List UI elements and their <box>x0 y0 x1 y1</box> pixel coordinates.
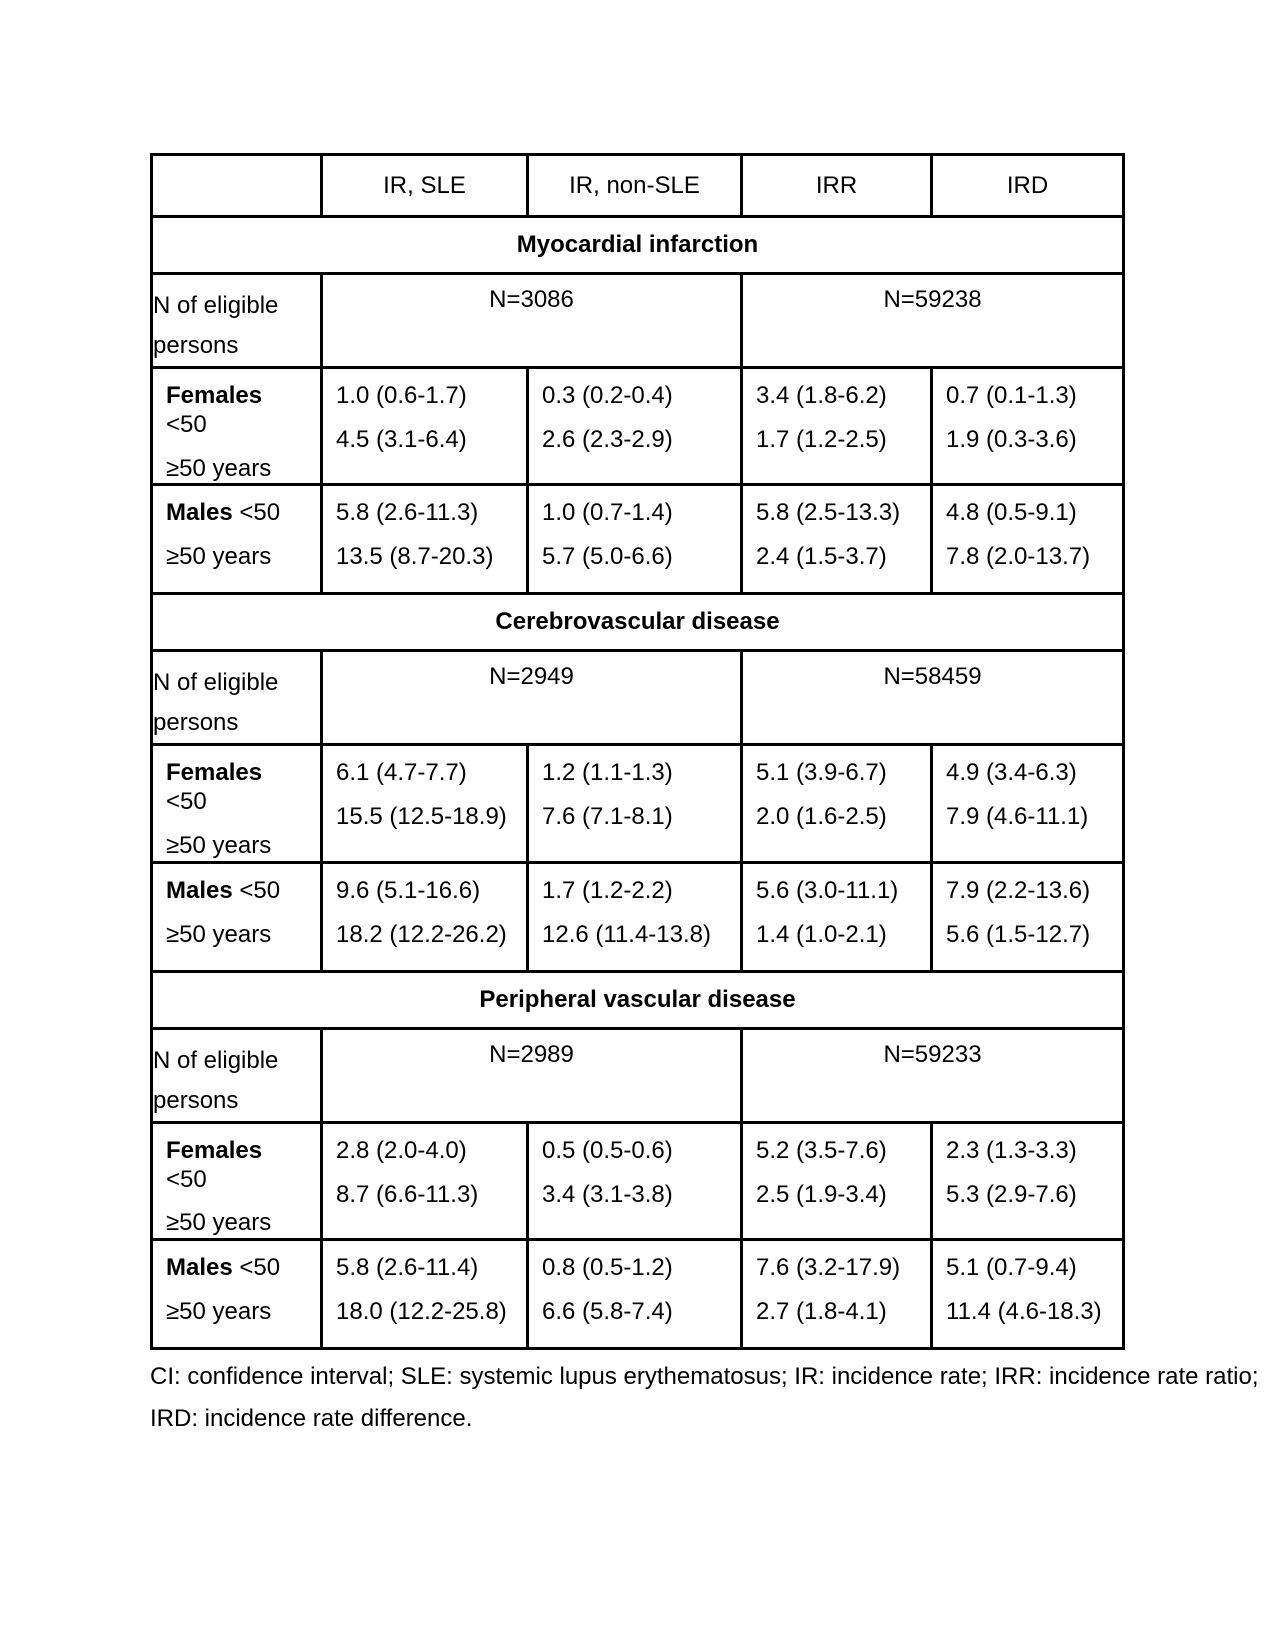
n-sle-cell: N=2949 <box>320 649 743 747</box>
row-label-age: <50 <box>239 499 281 527</box>
value-cell: 7.9 (2.2-13.6) 5.6 (1.5-12.7) <box>930 860 1125 973</box>
n-comparator-cell: N=59233 <box>740 1026 1125 1124</box>
value-cell: 2.8 (2.0-4.0) 8.7 (6.6-11.3) <box>320 1120 529 1242</box>
n-eligible-label: N of eligible persons <box>150 1026 323 1124</box>
row-label-sex: Females <box>166 759 263 787</box>
n-eligible-label: N of eligible persons <box>150 649 323 747</box>
col-header-empty <box>150 153 323 218</box>
data-row-cvd-females: Females <50 ≥50 years 6.1 (4.7-7.7) 15.5 … <box>150 743 1125 864</box>
row-label: Females <50 ≥50 years <box>150 365 323 487</box>
section-title: Peripheral vascular disease <box>150 969 1125 1030</box>
row-label-sex: Males <box>166 1254 233 1282</box>
value-cell: 5.8 (2.6-11.3) 13.5 (8.7-20.3) <box>320 483 529 596</box>
value-cell: 5.8 (2.6-11.4) 18.0 (12.2-25.8) <box>320 1238 529 1351</box>
value-cell: 4.8 (0.5-9.1) 7.8 (2.0-13.7) <box>930 483 1125 596</box>
section-title-row-myocardial-infarction: Myocardial infarction <box>150 215 1125 275</box>
row-label-sex: Females <box>166 1136 263 1164</box>
row-label-sex: Males <box>166 499 233 527</box>
row-label-age: <50 <box>239 1254 281 1282</box>
row-label: Males <50 ≥50 years <box>150 1238 323 1351</box>
value-cell: 5.1 (3.9-6.7) 2.0 (1.6-2.5) <box>740 743 933 864</box>
value-cell: 5.8 (2.5-13.3) 2.4 (1.5-3.7) <box>740 483 933 596</box>
n-eligible-row-mi: N of eligible persons N=3086 N=59238 <box>150 272 1125 369</box>
value-cell: 4.9 (3.4-6.3) 7.9 (4.6-11.1) <box>930 743 1125 864</box>
value-cell: 7.6 (3.2-17.9) 2.7 (1.8-4.1) <box>740 1238 933 1351</box>
col-header-ir-sle: IR, SLE <box>320 153 529 218</box>
col-header-irr: IRR <box>740 153 933 218</box>
value-cell: 2.3 (1.3-3.3) 5.3 (2.9-7.6) <box>930 1120 1125 1242</box>
col-header-ird: IRD <box>930 153 1125 218</box>
row-label-age: <50 <box>166 788 207 816</box>
row-label: Males <50 ≥50 years <box>150 860 323 973</box>
section-title: Myocardial infarction <box>150 215 1125 275</box>
section-title-row-peripheral-vascular-disease: Peripheral vascular disease <box>150 969 1125 1030</box>
row-label-age2: ≥50 years <box>166 1297 272 1325</box>
n-sle-cell: N=3086 <box>320 272 743 369</box>
n-sle-cell: N=2989 <box>320 1026 743 1124</box>
footnote-line-1: CI: confidence interval; SLE: systemic l… <box>150 1363 1259 1390</box>
value-cell: 0.7 (0.1-1.3) 1.9 (0.3-3.6) <box>930 365 1125 487</box>
row-label-age2: ≥50 years <box>166 831 272 859</box>
value-cell: 1.2 (1.1-1.3) 7.6 (7.1-8.1) <box>526 743 743 864</box>
value-cell: 5.6 (3.0-11.1) 1.4 (1.0-2.1) <box>740 860 933 973</box>
row-label: Females <50 ≥50 years <box>150 743 323 864</box>
n-eligible-row-pvd: N of eligible persons N=2989 N=59233 <box>150 1026 1125 1124</box>
n-eligible-row-cvd: N of eligible persons N=2949 N=58459 <box>150 649 1125 747</box>
value-cell: 1.0 (0.6-1.7) 4.5 (3.1-6.4) <box>320 365 529 487</box>
value-cell: 0.3 (0.2-0.4) 2.6 (2.3-2.9) <box>526 365 743 487</box>
n-comparator-cell: N=58459 <box>740 649 1125 747</box>
value-cell: 0.5 (0.5-0.6) 3.4 (3.1-3.8) <box>526 1120 743 1242</box>
table-footnote: CI: confidence interval; SLE: systemic l… <box>150 1356 1259 1440</box>
row-label-age: <50 <box>166 410 207 438</box>
column-header-row: IR, SLE IR, non-SLE IRR IRD <box>150 153 1125 218</box>
row-label-age: <50 <box>239 876 281 904</box>
value-cell: 6.1 (4.7-7.7) 15.5 (12.5-18.9) <box>320 743 529 864</box>
value-cell: 3.4 (1.8-6.2) 1.7 (1.2-2.5) <box>740 365 933 487</box>
col-header-ir-non-sle: IR, non-SLE <box>526 153 743 218</box>
footnote-line-2: IRD: incidence rate difference. <box>150 1405 473 1432</box>
data-row-pvd-males: Males <50 ≥50 years 5.8 (2.6-11.4) 18.0 (… <box>150 1238 1125 1351</box>
row-label-sex: Males <box>166 876 233 904</box>
section-title: Cerebrovascular disease <box>150 592 1125 653</box>
outcomes-table: IR, SLE IR, non-SLE IRR IRD Myocardial i… <box>150 153 1125 1351</box>
value-cell: 1.0 (0.7-1.4) 5.7 (5.0-6.6) <box>526 483 743 596</box>
value-cell: 9.6 (5.1-16.6) 18.2 (12.2-26.2) <box>320 860 529 973</box>
row-label: Females <50 ≥50 years <box>150 1120 323 1242</box>
n-comparator-cell: N=59238 <box>740 272 1125 369</box>
data-row-mi-females: Females <50 ≥50 years 1.0 (0.6-1.7) 4.5 (… <box>150 365 1125 487</box>
row-label-age2: ≥50 years <box>166 920 272 948</box>
row-label-age2: ≥50 years <box>166 1209 272 1237</box>
n-eligible-label: N of eligible persons <box>150 272 323 369</box>
data-row-cvd-males: Males <50 ≥50 years 9.6 (5.1-16.6) 18.2 (… <box>150 860 1125 973</box>
value-cell: 0.8 (0.5-1.2) 6.6 (5.8-7.4) <box>526 1238 743 1351</box>
row-label: Males <50 ≥50 years <box>150 483 323 596</box>
section-title-row-cerebrovascular-disease: Cerebrovascular disease <box>150 592 1125 653</box>
data-row-mi-males: Males <50 ≥50 years 5.8 (2.6-11.3) 13.5 (… <box>150 483 1125 596</box>
value-cell: 5.2 (3.5-7.6) 2.5 (1.9-3.4) <box>740 1120 933 1242</box>
row-label-age2: ≥50 years <box>166 454 272 482</box>
row-label-sex: Females <box>166 382 263 409</box>
value-cell: 5.1 (0.7-9.4) 11.4 (4.6-18.3) <box>930 1238 1125 1351</box>
row-label-age2: ≥50 years <box>166 543 272 571</box>
data-row-pvd-females: Females <50 ≥50 years 2.8 (2.0-4.0) 8.7 (… <box>150 1120 1125 1242</box>
row-label-age: <50 <box>166 1165 207 1193</box>
value-cell: 1.7 (1.2-2.2) 12.6 (11.4-13.8) <box>526 860 743 973</box>
